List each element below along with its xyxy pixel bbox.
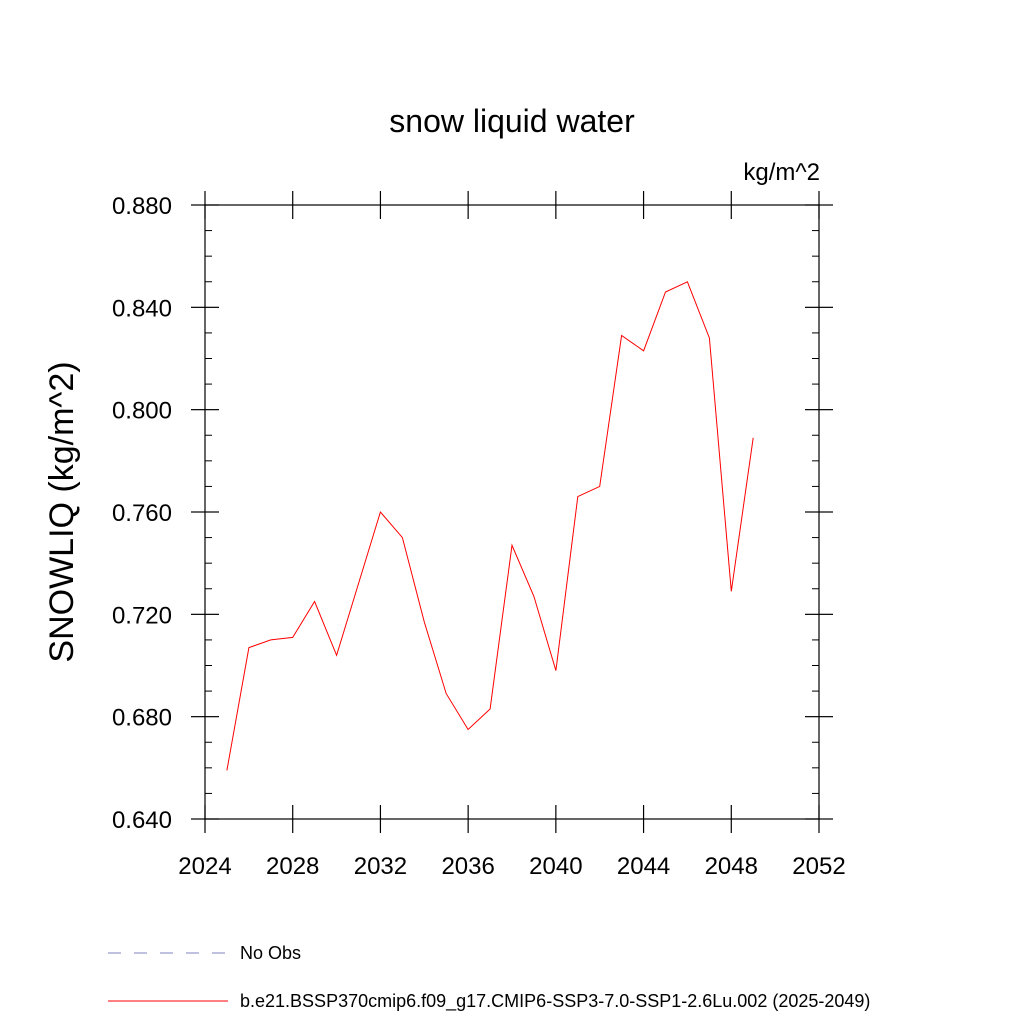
y-tick-label: 0.760 bbox=[112, 500, 172, 527]
minor-ticks bbox=[205, 230, 819, 794]
legend-label-model-run: b.e21.BSSP370cmip6.f09_g17.CMIP6-SSP3-7.… bbox=[240, 991, 870, 1012]
y-tick-label: 0.880 bbox=[112, 193, 172, 220]
y-tick-label: 0.720 bbox=[112, 602, 172, 629]
x-tick-label: 2052 bbox=[792, 853, 845, 880]
series-layer bbox=[226, 281, 754, 771]
x-tick-label: 2040 bbox=[529, 853, 582, 880]
legend-label-no-obs: No Obs bbox=[240, 943, 301, 963]
x-tick-label: 2036 bbox=[441, 853, 494, 880]
y-tick-label: 0.840 bbox=[112, 295, 172, 322]
y-tick-label: 0.800 bbox=[112, 398, 172, 425]
legend: No Obs b.e21.BSSP370cmip6.f09_g17.CMIP6-… bbox=[108, 943, 870, 1012]
units-label: kg/m^2 bbox=[743, 159, 820, 186]
y-tick-label: 0.680 bbox=[112, 705, 172, 732]
chart-title: snow liquid water bbox=[389, 103, 635, 139]
x-tick-label: 2044 bbox=[617, 853, 670, 880]
x-tick-label: 2048 bbox=[705, 853, 758, 880]
series-line bbox=[226, 281, 754, 771]
y-axis: 0.640 0.680 0.720 0.760 0.800 0.840 0.880 bbox=[112, 193, 833, 834]
plot-frame bbox=[204, 204, 820, 820]
x-tick-label: 2028 bbox=[266, 853, 319, 880]
y-tick-label: 0.640 bbox=[112, 807, 172, 834]
y-axis-label: SNOWLIQ (kg/m^2) bbox=[43, 361, 81, 662]
x-axis: 2024 2028 2032 2036 2040 2044 2048 2052 bbox=[178, 191, 846, 880]
x-tick-label: 2032 bbox=[354, 853, 407, 880]
x-tick-label: 2024 bbox=[178, 853, 231, 880]
